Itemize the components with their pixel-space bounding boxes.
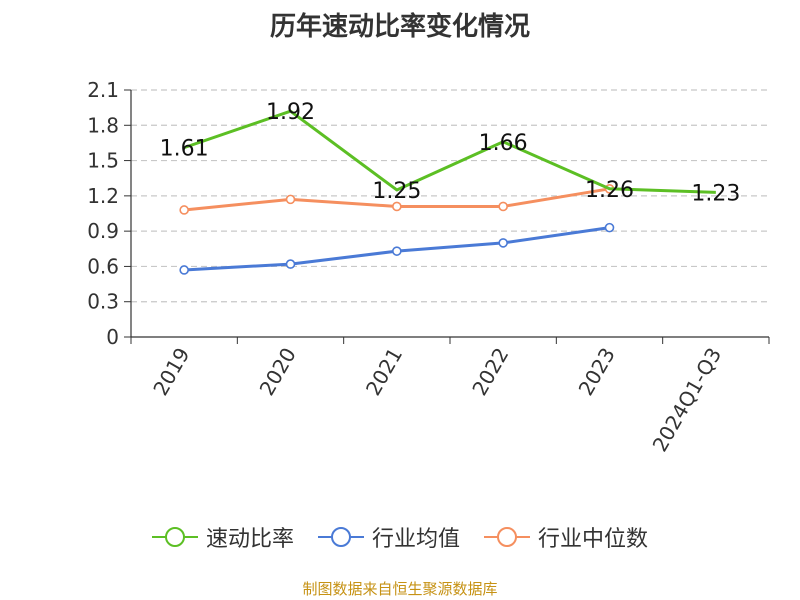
source-note: 制图数据来自恒生聚源数据库 [302, 580, 498, 598]
y-tick-label: 2.1 [87, 78, 119, 102]
x-tick-label: 2022 [467, 343, 513, 399]
chart-title: 历年速动比率变化情况 [269, 12, 530, 42]
data-point [392, 246, 402, 256]
data-label: 1.61 [160, 137, 209, 162]
y-tick-label: 0.6 [87, 254, 119, 278]
x-tick-label: 2019 [148, 344, 194, 400]
series-line [183, 109, 716, 194]
legend-item-industry-mean[interactable]: 行业均值 [317, 521, 460, 553]
legend-line-circle-icon [484, 527, 530, 547]
data-point [285, 194, 296, 205]
y-tick-label: 1.5 [87, 149, 119, 173]
data-label: 1.92 [266, 100, 315, 125]
data-label: 1.66 [479, 131, 528, 156]
legend-line-circle-icon [317, 527, 364, 547]
y-tick-label: 0 [106, 325, 119, 349]
data-point [179, 205, 189, 215]
data-point [498, 201, 508, 212]
legend-item-quick-ratio[interactable]: 速动比率 [151, 521, 294, 553]
data-point [498, 238, 508, 248]
data-point [179, 265, 189, 275]
data-label: 1.26 [585, 178, 634, 203]
data-point [604, 222, 615, 233]
data-point [392, 201, 402, 212]
legend-label: 行业中位数 [538, 527, 649, 552]
y-tick-label: 1.8 [87, 113, 119, 137]
data-label: 1.25 [372, 179, 421, 204]
y-tick-label: 0.9 [87, 219, 119, 243]
chart-legend: 速动比率 行业均值 行业中位数 [0, 520, 800, 554]
y-tick-label: 1.2 [87, 184, 119, 208]
x-tick-label: 2020 [255, 344, 301, 400]
x-tick-label: 2021 [361, 344, 407, 400]
y-tick-label: 0.3 [87, 290, 119, 314]
x-tick-label: 2023 [574, 344, 620, 400]
x-tick-label: 2024Q1-Q3 [647, 344, 726, 456]
data-point [285, 259, 296, 269]
legend-label: 行业均值 [371, 527, 460, 552]
legend-label: 速动比率 [205, 527, 294, 552]
legend-line-circle-icon [151, 527, 198, 547]
data-label: 1.23 [691, 181, 740, 206]
legend-item-industry-median[interactable]: 行业中位数 [484, 521, 648, 553]
